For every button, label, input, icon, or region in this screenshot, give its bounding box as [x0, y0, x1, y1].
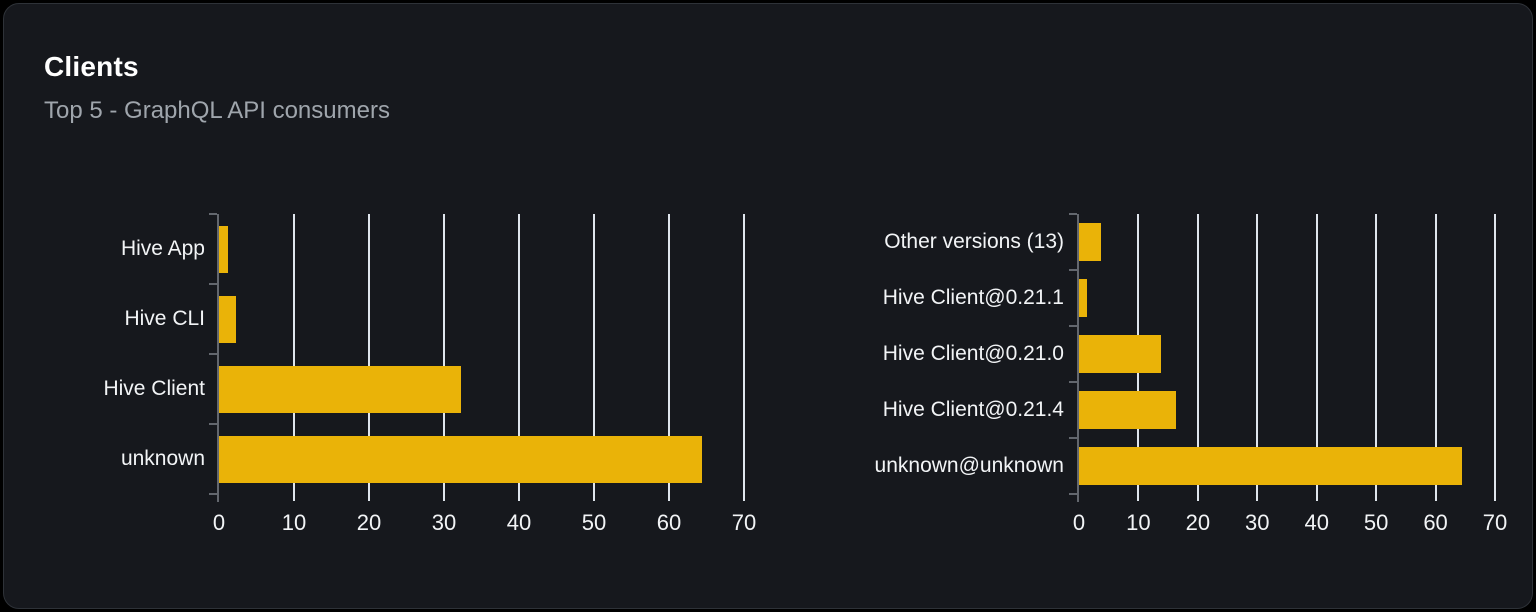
x-axis-tick [293, 494, 295, 501]
x-tick-label: 30 [1245, 510, 1270, 535]
panel-title: Clients [44, 51, 139, 82]
x-tick-label: 60 [1423, 510, 1448, 535]
x-axis-tick [1256, 494, 1259, 501]
x-axis-tick [1375, 494, 1378, 501]
x-tick-label: 30 [431, 510, 457, 535]
category-label: Hive CLI [124, 307, 205, 330]
y-axis-tick [1069, 269, 1077, 271]
bar-hive-cli[interactable] [219, 296, 236, 343]
x-axis-tick [368, 494, 370, 501]
category-label: Hive App [120, 237, 205, 260]
bar-hive-client-0-21-4[interactable] [1079, 391, 1177, 429]
y-axis-tick [1069, 493, 1077, 495]
x-tick-label: 10 [281, 510, 307, 535]
bar-hive-app[interactable] [219, 226, 228, 273]
x-axis-tick [443, 494, 445, 501]
x-tick-label: 50 [581, 510, 607, 535]
x-axis-tick [1315, 494, 1318, 501]
bar-other-versions-13[interactable] [1079, 223, 1101, 261]
x-tick-label: 0 [1072, 510, 1086, 535]
x-tick-label: 20 [356, 510, 382, 535]
x-axis-tick [1494, 494, 1496, 501]
bar-unknown[interactable] [219, 436, 702, 483]
x-axis-tick [1137, 494, 1140, 501]
panel-subtitle: Top 5 - GraphQL API consumers [44, 97, 390, 124]
y-axis-tick [209, 353, 217, 355]
gridline [743, 214, 745, 494]
category-label: unknown [120, 447, 205, 470]
category-label: Hive Client [103, 377, 205, 400]
x-tick-label: 10 [1126, 510, 1151, 535]
x-tick-label: 0 [212, 510, 226, 535]
y-axis-tick [1069, 437, 1077, 439]
x-axis-tick [518, 494, 520, 501]
x-tick-label: 20 [1185, 510, 1211, 535]
y-axis-tick [209, 493, 217, 495]
x-axis-tick [1434, 494, 1437, 501]
category-label: unknown@unknown [874, 454, 1064, 477]
x-tick-label: 40 [1304, 510, 1329, 535]
x-axis-tick [1196, 494, 1199, 501]
y-axis-tick [1069, 381, 1077, 383]
clients-panel: Clients Top 5 - GraphQL API consumers 0 1… [3, 3, 1533, 609]
category-label: Other versions (13) [884, 230, 1064, 253]
gridline [1494, 214, 1496, 494]
y-axis-tick [209, 213, 217, 215]
bar-unknown-unknown[interactable] [1079, 447, 1463, 485]
x-tick-label: 60 [656, 510, 682, 535]
y-axis-tick [1069, 213, 1077, 215]
x-tick-label: 40 [506, 510, 532, 535]
y-axis-tick [209, 423, 217, 425]
x-tick-label: 70 [1482, 510, 1508, 535]
bar-hive-client-0-21-0[interactable] [1079, 335, 1161, 373]
y-axis-tick [209, 283, 217, 285]
category-label: Hive Client@0.21.1 [882, 286, 1064, 309]
category-label: Hive Client@0.21.0 [882, 342, 1064, 365]
x-axis-tick [743, 494, 745, 501]
category-label: Hive Client@0.21.4 [882, 398, 1064, 421]
bar-hive-client[interactable] [219, 366, 462, 413]
panel-header: Clients Top 5 - GraphQL API consumers [44, 50, 390, 125]
bar-hive-client-0-21-1[interactable] [1079, 279, 1088, 317]
x-axis-tick [668, 494, 670, 501]
x-tick-label: 70 [731, 510, 757, 535]
y-axis-tick [1069, 325, 1077, 327]
x-axis-tick [593, 494, 595, 501]
x-tick-label: 50 [1363, 510, 1389, 535]
